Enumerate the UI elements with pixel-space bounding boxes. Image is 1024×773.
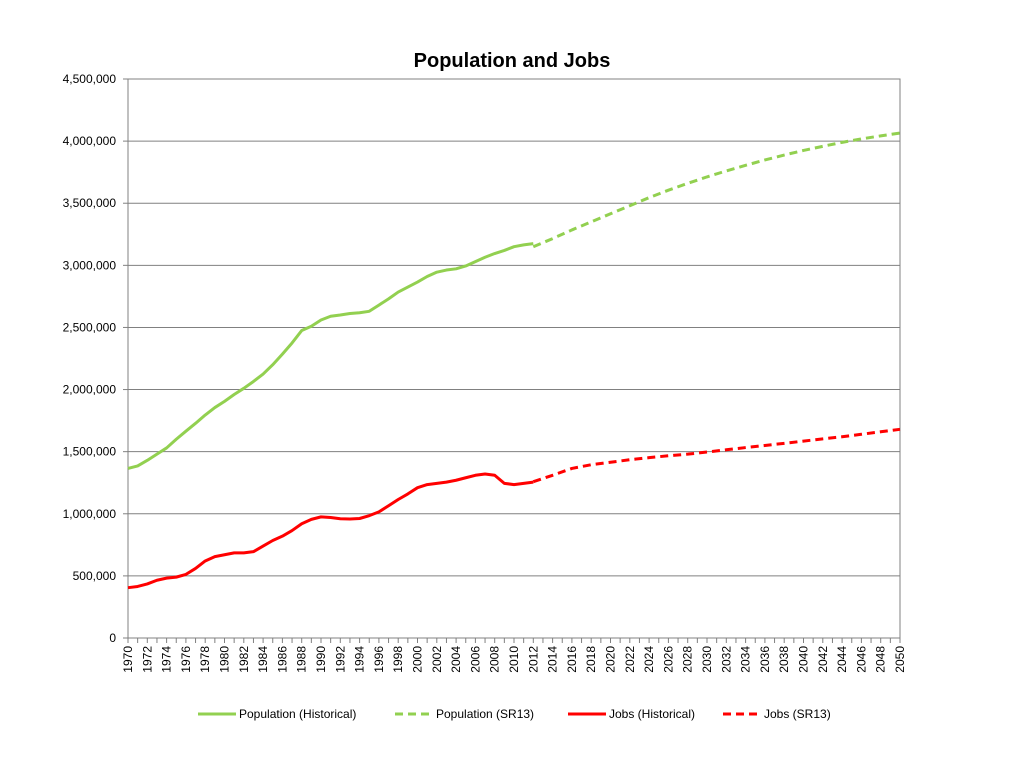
x-tick-label: 1970 [121,646,135,673]
y-tick-label: 3,500,000 [63,196,117,210]
x-tick-label: 2008 [488,646,502,673]
x-tick-label: 2040 [797,646,811,673]
legend-item-population-historical[interactable]: Population (Historical) [198,707,356,721]
x-axis: 1970 1972 1974 1976 1978 1980 1982 1984 1986 1988… [121,638,907,673]
y-tick-label: 1,000,000 [63,507,117,521]
y-tick-label: 500,000 [73,569,117,583]
legend-item-population-sr13[interactable]: Population (SR13) [395,707,534,721]
x-tick-label: 2030 [700,646,714,673]
x-tick-label: 1998 [391,646,405,673]
x-tick-label: 2020 [604,646,618,673]
x-tick-label: 2022 [623,646,637,673]
x-tick-label: 1978 [198,646,212,673]
x-tick-label: 2048 [874,646,888,673]
x-tick-label: 1982 [237,646,251,673]
gridlines [128,140,900,577]
x-tick-label: 1972 [140,646,154,673]
x-tick-label: 2032 [719,646,733,673]
x-tick-label: 1992 [333,646,347,673]
x-tick-label: 1990 [314,646,328,673]
x-tick-label: 2046 [854,646,868,673]
y-tick-label: 4,000,000 [63,134,117,148]
legend[interactable]: Population (Historical) Population (SR13)… [198,707,831,721]
x-tick-label: 2038 [777,646,791,673]
x-tick-label: 1980 [218,646,232,673]
x-tick-label: 2014 [546,646,560,673]
y-axis: 0 500,000 1,000,000 1,500,000 2,000,000 2,500… [63,72,128,645]
x-tick-label: 2012 [526,646,540,673]
y-tick-label: 2,500,000 [63,320,117,334]
series-line-jobs-sr13 [532,427,901,484]
legend-label: Population (Historical) [239,707,356,721]
legend-label: Jobs (SR13) [764,707,831,721]
x-tick-label: 2018 [584,646,598,673]
x-tick-label: 2028 [681,646,695,673]
series-line-jobs-historical [127,472,534,590]
x-tick-label: 2042 [816,646,830,673]
series-line-population-sr13 [532,131,901,249]
legend-label: Population (SR13) [436,707,534,721]
y-tick-label: 0 [109,631,116,645]
x-tick-label: 2036 [758,646,772,673]
x-tick-label: 2044 [835,646,849,673]
x-tick-label: 2050 [893,646,907,673]
x-tick-label: 1974 [160,646,174,673]
y-tick-label: 1,500,000 [63,445,117,459]
chart-title: Population and Jobs [414,50,611,72]
legend-item-jobs-sr13[interactable]: Jobs (SR13) [723,707,831,721]
x-tick-label: 1984 [256,646,270,673]
x-tick-label: 2026 [661,646,675,673]
x-tick-label: 2016 [565,646,579,673]
legend-label: Jobs (Historical) [609,707,695,721]
x-tick-label: 1988 [295,646,309,673]
x-tick-label: 2034 [739,646,753,673]
y-tick-label: 3,000,000 [63,258,117,272]
x-tick-label: 1996 [372,646,386,673]
x-tick-label: 1994 [353,646,367,673]
x-tick-label: 2006 [468,646,482,673]
x-tick-label: 1986 [275,646,289,673]
x-tick-label: 2004 [449,646,463,673]
x-tick-label: 1976 [179,646,193,673]
series-line-population-historical [127,242,534,470]
x-tick-label: 2010 [507,646,521,673]
x-tick-label: 2000 [411,646,425,673]
x-tick-label: 2002 [430,646,444,673]
series-lines [127,131,901,590]
x-tick-label: 2024 [642,646,656,673]
y-tick-label: 2,000,000 [63,383,117,397]
y-tick-label: 4,500,000 [63,72,117,86]
legend-item-jobs-historical[interactable]: Jobs (Historical) [568,707,695,721]
